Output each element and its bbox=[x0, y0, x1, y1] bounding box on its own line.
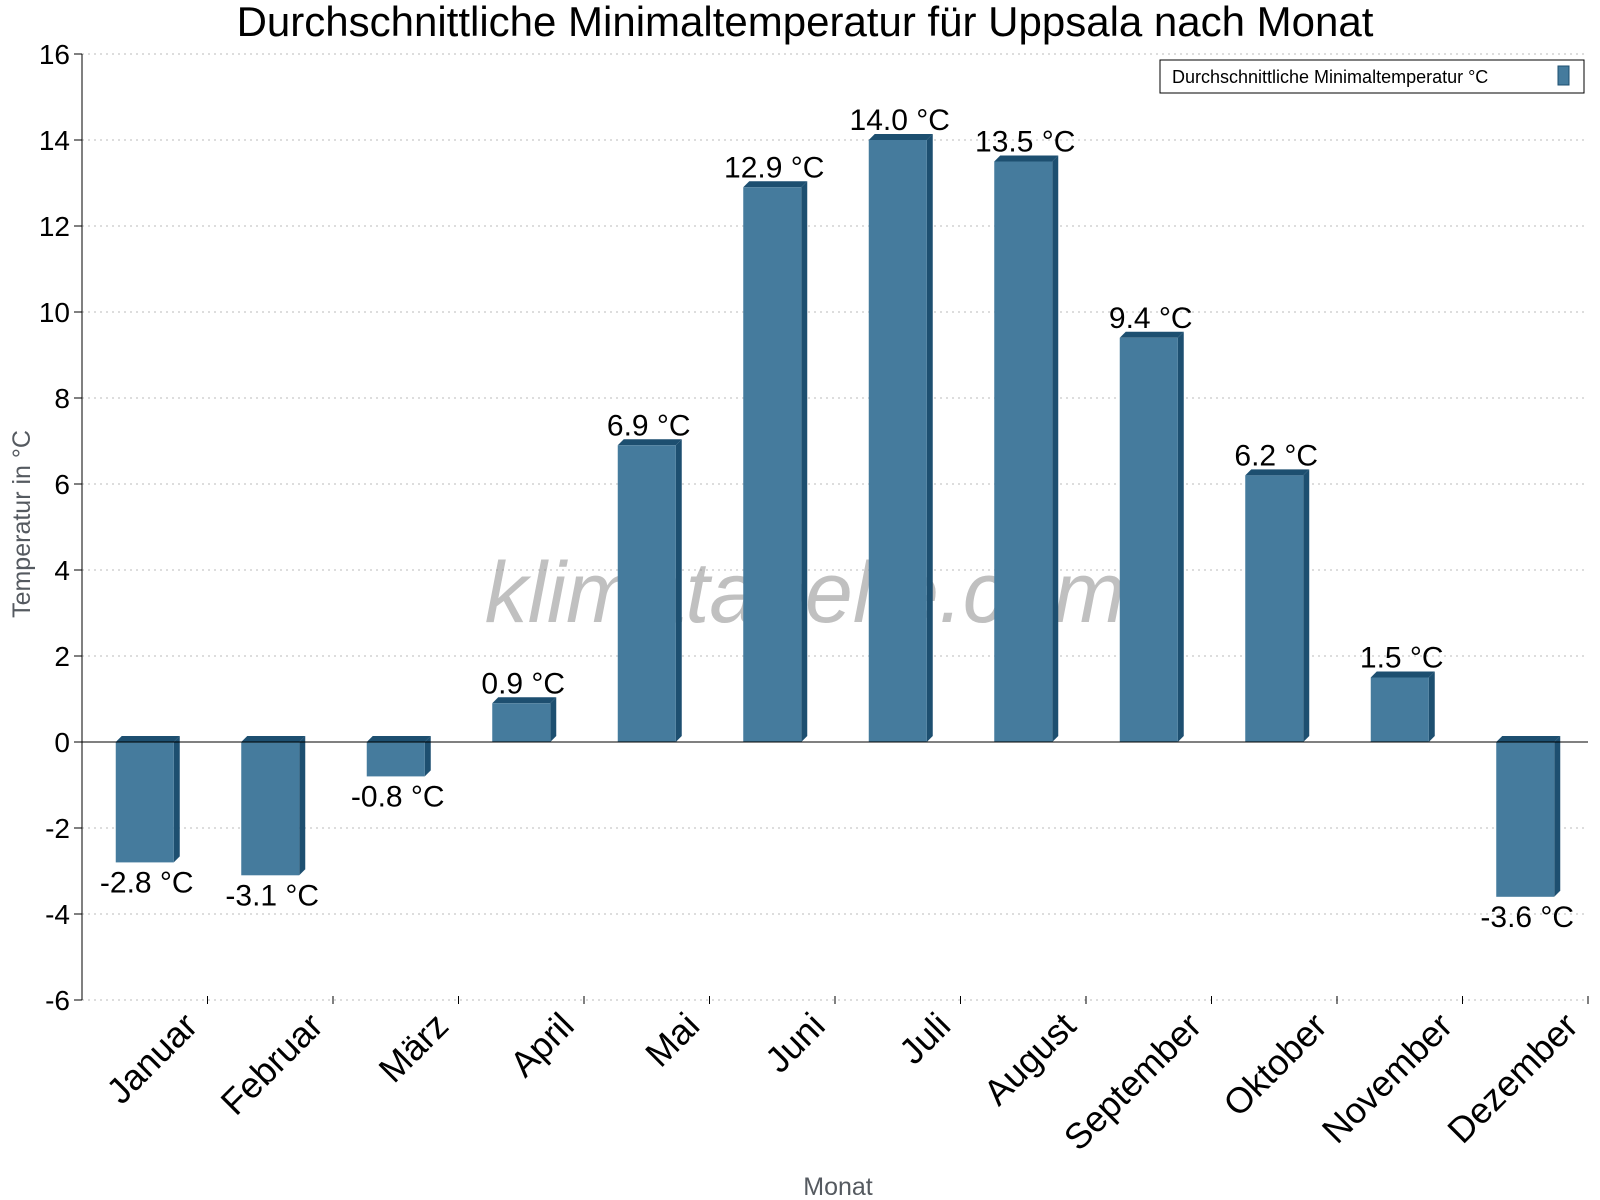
data-label: 6.9 °C bbox=[607, 409, 691, 442]
bar-side bbox=[1428, 671, 1435, 742]
bar-8 bbox=[994, 155, 1059, 742]
bar-11 bbox=[1370, 671, 1435, 742]
bar-side bbox=[550, 697, 557, 742]
bar-2 bbox=[241, 736, 306, 876]
legend-swatch bbox=[1557, 65, 1570, 86]
bar-front bbox=[1496, 742, 1555, 897]
bar-side bbox=[299, 736, 306, 876]
bar-top bbox=[241, 736, 306, 742]
bar-top bbox=[994, 155, 1059, 162]
x-category-label: März bbox=[371, 1005, 457, 1091]
y-tick-label: 12 bbox=[39, 211, 70, 242]
x-category-label: September bbox=[1056, 1005, 1210, 1159]
bar-top bbox=[492, 697, 557, 704]
legend-label: Durchschnittliche Minimaltemperatur °C bbox=[1172, 67, 1488, 87]
bar-top bbox=[868, 134, 933, 140]
x-category-label: April bbox=[502, 1005, 582, 1085]
bar-front bbox=[492, 703, 551, 742]
bar-front bbox=[241, 742, 300, 876]
x-category-label: Oktober bbox=[1215, 1005, 1335, 1125]
bar-front bbox=[115, 742, 174, 863]
bar-top bbox=[617, 439, 682, 446]
y-tick-label: 4 bbox=[54, 555, 70, 586]
bar-10 bbox=[1245, 469, 1310, 742]
bar-side bbox=[801, 181, 808, 743]
bar-9 bbox=[1119, 331, 1184, 742]
bar-top bbox=[1496, 736, 1561, 742]
legend-box bbox=[1159, 59, 1585, 94]
bar-top bbox=[366, 736, 431, 742]
bar-1 bbox=[115, 736, 180, 863]
bar-side bbox=[1303, 469, 1310, 742]
bar-top bbox=[1119, 331, 1184, 338]
y-tick-label: -2 bbox=[45, 813, 70, 844]
data-label: 13.5 °C bbox=[975, 126, 1075, 159]
data-label: -3.1 °C bbox=[225, 879, 319, 912]
bar-top bbox=[115, 736, 180, 742]
x-category-label: Februar bbox=[213, 1005, 331, 1123]
y-tick-label: 10 bbox=[39, 297, 70, 328]
bar-front bbox=[868, 140, 927, 742]
y-tick-label: 8 bbox=[54, 383, 70, 414]
y-tick-label: 0 bbox=[54, 727, 70, 758]
data-label: 12.9 °C bbox=[724, 151, 824, 184]
bar-3 bbox=[366, 736, 431, 777]
y-tick-label: -4 bbox=[45, 899, 70, 930]
y-tick-label: 14 bbox=[39, 125, 70, 156]
data-label: 14.0 °C bbox=[850, 104, 950, 137]
x-category-label: November bbox=[1314, 1005, 1460, 1151]
data-label: 0.9 °C bbox=[481, 667, 565, 700]
bar-front bbox=[743, 187, 802, 743]
legend: Durchschnittliche Minimaltemperatur °C bbox=[1159, 59, 1585, 94]
x-category-label: Dezember bbox=[1439, 1005, 1585, 1151]
bar-side bbox=[675, 439, 682, 742]
bar-5 bbox=[617, 439, 682, 742]
x-category-label: Juni bbox=[757, 1005, 833, 1081]
bars bbox=[115, 134, 1561, 897]
bar-top bbox=[1370, 671, 1435, 678]
grid bbox=[82, 53, 1588, 1001]
x-category-label: Januar bbox=[98, 1005, 205, 1112]
bar-side bbox=[424, 736, 431, 777]
bar-side bbox=[1554, 736, 1561, 897]
y-tick-label: 2 bbox=[54, 641, 70, 672]
bar-top bbox=[1245, 469, 1310, 476]
data-label: -0.8 °C bbox=[351, 780, 445, 813]
data-label: -2.8 °C bbox=[100, 866, 194, 899]
x-category-label: August bbox=[975, 1005, 1083, 1113]
bar-front bbox=[1370, 677, 1429, 742]
chart-title: Durchschnittliche Minimaltemperatur für … bbox=[237, 0, 1374, 45]
bar-7 bbox=[868, 134, 933, 742]
bar-side bbox=[1052, 155, 1059, 742]
x-axis-title: Monat bbox=[803, 1173, 873, 1200]
bar-side bbox=[926, 134, 933, 742]
y-axis-title: Temperatur in °C bbox=[8, 430, 36, 618]
data-label: -3.6 °C bbox=[1480, 901, 1574, 934]
bar-front bbox=[1119, 337, 1178, 742]
bar-6 bbox=[743, 181, 808, 743]
x-category-label: Mai bbox=[637, 1005, 707, 1075]
y-tick-label: 6 bbox=[54, 469, 70, 500]
bar-front bbox=[366, 742, 425, 777]
y-tick-label: -6 bbox=[45, 985, 70, 1016]
bar-top bbox=[743, 181, 808, 188]
x-category-label: Juli bbox=[891, 1005, 958, 1072]
data-label: 6.2 °C bbox=[1234, 439, 1318, 472]
bar-front bbox=[994, 161, 1053, 742]
bar-12 bbox=[1496, 736, 1561, 897]
bar-side bbox=[1177, 331, 1184, 742]
bar-4 bbox=[492, 697, 557, 742]
axes bbox=[74, 53, 1589, 1004]
bar-front bbox=[617, 445, 676, 742]
bar-front bbox=[1245, 475, 1304, 742]
data-label: 1.5 °C bbox=[1360, 642, 1444, 675]
data-label: 9.4 °C bbox=[1109, 302, 1193, 335]
bar-side bbox=[173, 736, 180, 863]
y-tick-label: 16 bbox=[39, 39, 70, 70]
